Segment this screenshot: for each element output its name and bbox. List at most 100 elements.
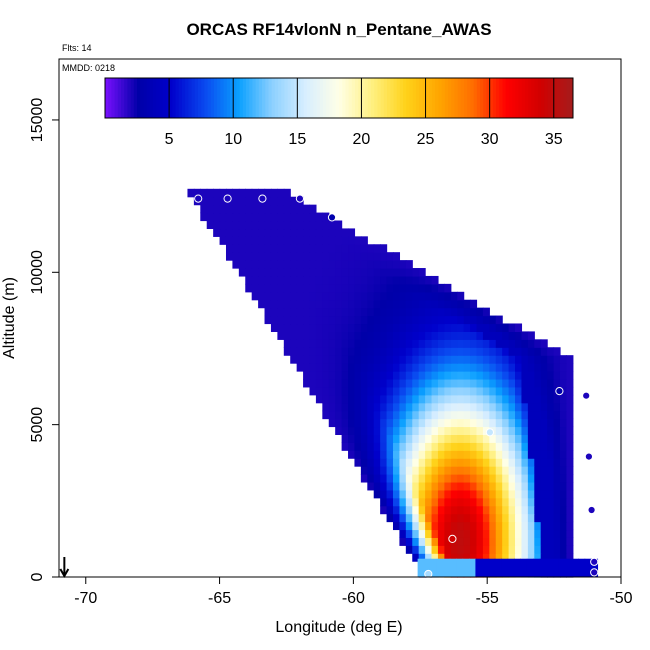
- heatmap-cell: [547, 450, 555, 459]
- heatmap-cell: [296, 323, 304, 332]
- heatmap-cell: [328, 268, 336, 277]
- heatmap-cell: [348, 323, 356, 332]
- heatmap-cell: [193, 188, 201, 198]
- colorbar-segment: [207, 78, 212, 118]
- heatmap-cell: [328, 386, 336, 396]
- heatmap-cell: [508, 474, 516, 483]
- y-tick-label: 10000: [29, 250, 46, 295]
- heatmap-cell: [502, 410, 510, 420]
- heatmap-cell: [322, 347, 330, 356]
- heatmap-cell: [232, 220, 240, 230]
- heatmap-cell: [360, 331, 368, 340]
- heatmap-cell: [495, 481, 503, 491]
- heatmap-cell: [290, 260, 298, 269]
- colorbar-segment: [544, 78, 548, 118]
- heatmap-cell: [431, 529, 439, 538]
- heatmap-cell: [296, 260, 304, 269]
- heatmap-cell: [547, 489, 555, 499]
- y-axis-label: Altitude (m): [1, 277, 18, 359]
- heatmap-cell: [309, 283, 317, 293]
- colorbar-segment: [319, 78, 324, 118]
- heatmap-cell: [225, 188, 234, 198]
- heatmap-cell: [508, 434, 516, 443]
- heatmap-cell: [437, 283, 445, 293]
- heatmap-cell: [450, 363, 458, 372]
- heatmap-cell: [258, 204, 266, 214]
- heatmap-cell: [264, 275, 272, 285]
- heatmap-cell: [463, 442, 471, 451]
- heatmap-cell: [392, 481, 401, 491]
- heatmap-cell: [502, 442, 510, 451]
- sample-point: [555, 387, 564, 396]
- heatmap-cell: [380, 363, 388, 372]
- heatmap-cell: [495, 339, 503, 348]
- heatmap-cell: [489, 505, 497, 515]
- heatmap-cell: [412, 450, 420, 459]
- heatmap-cell: [463, 481, 471, 491]
- heatmap-cell: [463, 513, 471, 523]
- heatmap-cell: [399, 378, 407, 388]
- heatmap-cell: [322, 299, 330, 309]
- heatmap-cell: [367, 474, 375, 483]
- colorbar-segment: [156, 78, 160, 118]
- heatmap-cell: [277, 315, 285, 325]
- heatmap-cell: [457, 529, 465, 538]
- heatmap-cell: [380, 252, 388, 261]
- heatmap-cell: [437, 299, 445, 309]
- heatmap-cell: [238, 188, 246, 198]
- heatmap-cell: [418, 545, 426, 554]
- heatmap-cell: [431, 466, 439, 475]
- heatmap-cell: [315, 363, 323, 372]
- heatmap-cell: [399, 363, 407, 372]
- heatmap-cell: [437, 410, 445, 420]
- heatmap-cell: [502, 553, 510, 562]
- heatmap-cell: [309, 363, 317, 372]
- heatmap-cell: [373, 426, 381, 435]
- heatmap-cell: [534, 442, 542, 451]
- heatmap-cell: [245, 204, 253, 214]
- heatmap-cell: [463, 402, 471, 412]
- heatmap-cell: [245, 212, 253, 222]
- x-axis-label: Longitude (deg E): [275, 619, 402, 636]
- heatmap-cell: [431, 315, 439, 325]
- heatmap-cell: [354, 371, 362, 380]
- heatmap-cell: [264, 196, 272, 206]
- heatmap-cell: [380, 386, 388, 396]
- heatmap-cell: [283, 307, 291, 317]
- heatmap-cell: [238, 252, 246, 261]
- heatmap-cell: [373, 307, 381, 317]
- heatmap-cell: [463, 386, 471, 396]
- heatmap-cell: [431, 275, 439, 285]
- heatmap-cell: [566, 450, 574, 459]
- colorbar-segment: [367, 78, 372, 118]
- heatmap-cell: [380, 481, 388, 491]
- heatmap-cell: [405, 505, 413, 515]
- heatmap-cell: [495, 355, 503, 364]
- heatmap-cell: [566, 529, 574, 538]
- heatmap-cell: [412, 426, 420, 435]
- heatmap-cell: [213, 228, 221, 237]
- heatmap-cell: [502, 481, 510, 491]
- heatmap-cell: [547, 553, 555, 562]
- heatmap-cell: [283, 323, 291, 332]
- heatmap-cell: [457, 323, 465, 332]
- heatmap-cell: [540, 394, 548, 404]
- heatmap-cell: [521, 529, 529, 538]
- heatmap-cell: [508, 450, 516, 459]
- heatmap-cell: [412, 505, 420, 515]
- heatmap-cell: [412, 418, 420, 428]
- heatmap-cell: [482, 434, 490, 443]
- heatmap-cell: [547, 410, 555, 420]
- heatmap-cell: [315, 386, 323, 396]
- heatmap-cell: [335, 386, 343, 396]
- heatmap-cell: [360, 339, 368, 348]
- heatmap-cell: [566, 410, 574, 420]
- heatmap-cell: [495, 553, 503, 562]
- heatmap-cell: [470, 339, 478, 348]
- heatmap-cell: [540, 481, 548, 491]
- heatmap-cell: [213, 204, 221, 214]
- x-tick-label: -50: [609, 590, 632, 607]
- heatmap-cell: [328, 236, 336, 245]
- heatmap-cell: [341, 378, 349, 388]
- heatmap-cell: [341, 260, 349, 269]
